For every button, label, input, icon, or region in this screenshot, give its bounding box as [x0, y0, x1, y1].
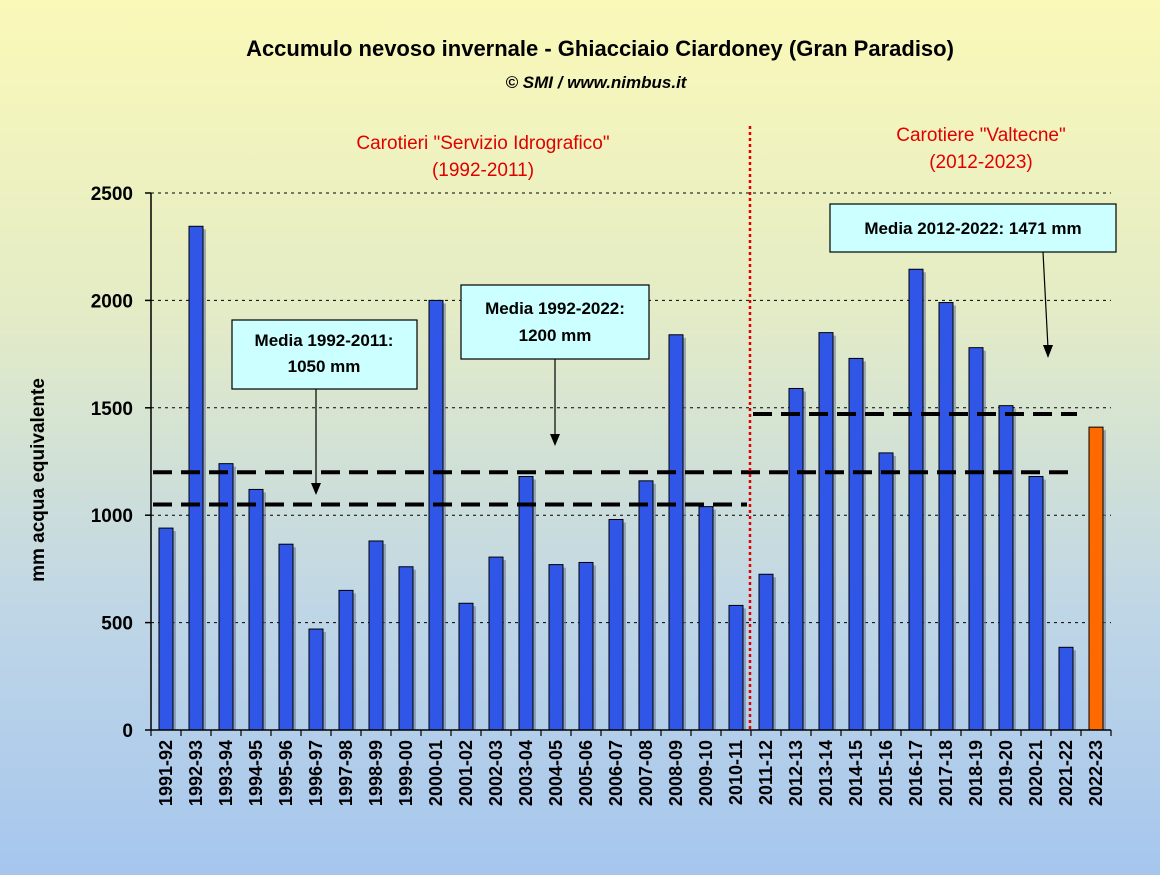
arrowhead-icon — [550, 434, 560, 446]
bar-2020-21 — [1028, 476, 1044, 731]
x-tick-label: 2006-07 — [606, 740, 626, 806]
bar-2010-11 — [728, 604, 744, 731]
annotation-arrow — [1042, 251, 1049, 349]
y-tick-label: 1000 — [91, 506, 133, 527]
axes — [145, 192, 1112, 736]
bar-2009-10 — [698, 506, 714, 731]
bar-1995-96 — [278, 543, 294, 731]
x-tick-label: 1997-98 — [336, 740, 356, 806]
x-tick-label: 2021-22 — [1056, 740, 1076, 806]
bar-2002-03 — [488, 556, 504, 731]
x-tick-label: 2005-06 — [576, 740, 596, 806]
annotation-mean-2012-2022: Media 2012-2022: 1471 mm — [829, 203, 1117, 358]
annotation-mean-1992-2011: Media 1992-2011: 1050 mm — [231, 319, 418, 495]
bar-2006-07 — [608, 518, 624, 731]
x-tick-label: 1992-93 — [186, 740, 206, 806]
y-tick-label: 1500 — [91, 399, 133, 420]
bar-2007-08 — [638, 480, 654, 731]
x-tick-label: 1995-96 — [276, 740, 296, 806]
bar-2012-13 — [788, 387, 804, 731]
x-tick-label: 1999-00 — [396, 740, 416, 806]
x-tick-label: 1996-97 — [306, 740, 326, 806]
mean-lines — [153, 412, 1077, 507]
bar-2016-17 — [908, 268, 924, 731]
period-label-idrografico: Carotieri "Servizio Idrografico" — [356, 133, 609, 154]
x-tick-label: 2015-16 — [876, 740, 896, 806]
x-tick-label: 2000-01 — [426, 740, 446, 806]
x-tick-label: 2011-12 — [756, 740, 776, 805]
annotation-box — [460, 284, 650, 360]
bar-2003-04 — [518, 476, 534, 731]
annotation-value: 1050 mm — [288, 357, 361, 376]
arrowhead-icon — [1043, 345, 1053, 358]
x-tick-label: 2013-14 — [816, 740, 836, 806]
bar-2005-06 — [578, 561, 594, 731]
x-tick-label: 1998-99 — [366, 740, 386, 806]
bar-1999-00 — [398, 566, 414, 731]
annotation-text: Media 1992-2022: — [485, 299, 625, 318]
bar-2015-16 — [878, 452, 894, 731]
y-tick-label: 0 — [122, 721, 133, 742]
x-tick-label: 2012-13 — [786, 740, 806, 806]
bar-1996-97 — [308, 628, 324, 731]
y-tick-label: 2500 — [91, 184, 133, 205]
x-tick-label: 2016-17 — [906, 740, 926, 806]
bar-2008-09 — [668, 334, 684, 731]
bar-1991-92 — [158, 527, 174, 731]
bar-1994-95 — [248, 488, 264, 731]
bar-2018-19 — [968, 347, 984, 731]
bar-2017-18 — [938, 302, 954, 731]
x-tick-label: 2003-04 — [516, 740, 536, 806]
x-tick-label: 2018-19 — [966, 740, 986, 806]
annotation-text: Media 2012-2022: 1471 mm — [864, 219, 1081, 238]
chart-subtitle: © SMI / www.nimbus.it — [506, 73, 688, 92]
x-tick-label: 1993-94 — [216, 740, 236, 806]
bar-1992-93 — [188, 225, 204, 731]
x-tick-label: 2017-18 — [936, 740, 956, 806]
period-label-valtecne-years: (2012-2023) — [929, 152, 1033, 173]
bar-2021-22 — [1058, 646, 1074, 731]
chart-title: Accumulo nevoso invernale - Ghiacciaio C… — [246, 36, 954, 61]
bar-2004-05 — [548, 564, 564, 731]
x-tick-label: 2014-15 — [846, 740, 866, 806]
x-tick-label: 2022-23 — [1086, 740, 1106, 806]
y-tick-labels: 0 500 1000 1500 2000 2500 — [91, 184, 133, 742]
period-label-idrografico-years: (1992-2011) — [432, 160, 534, 181]
annotation-value: 1200 mm — [519, 326, 592, 345]
annotation-text: Media 1992-2011: — [255, 331, 394, 350]
bar-2019-20 — [998, 405, 1014, 731]
bar-2000-01 — [428, 299, 444, 731]
x-tick-labels: 1991-92 1992-93 1993-94 1994-95 1995-96 1996-… — [156, 740, 1106, 806]
y-axis-label: mm acqua equivalente — [28, 378, 49, 582]
bar-1997-98 — [338, 589, 354, 731]
bars — [158, 225, 1106, 731]
arrowhead-icon — [311, 483, 321, 495]
bar-2001-02 — [458, 602, 474, 731]
x-tick-label: 2019-20 — [996, 740, 1016, 806]
x-tick-label: 2008-09 — [666, 740, 686, 806]
x-tick-label: 2001-02 — [456, 740, 476, 806]
x-tick-label: 2020-21 — [1026, 740, 1046, 806]
y-tick-label: 500 — [101, 614, 133, 635]
annotation-box — [829, 203, 1117, 253]
x-tick-label: 2009-10 — [696, 740, 716, 806]
x-tick-label: 2010-11 — [726, 740, 746, 805]
x-tick-label: 2002-03 — [486, 740, 506, 806]
bar-1998-99 — [368, 540, 384, 731]
x-tick-label: 1994-95 — [246, 740, 266, 806]
x-tick-label: 2007-08 — [636, 740, 656, 806]
bar-2011-12 — [758, 573, 774, 731]
y-tick-label: 2000 — [91, 291, 133, 312]
annotation-mean-1992-2022: Media 1992-2022: 1200 mm — [460, 284, 650, 446]
annotation-box — [231, 319, 418, 390]
period-label-valtecne: Carotiere "Valtecne" — [896, 125, 1065, 146]
bar-2022-23 — [1088, 426, 1104, 731]
bar-2013-14 — [818, 332, 834, 731]
x-tick-label: 1991-92 — [156, 740, 176, 806]
x-tick-label: 2004-05 — [546, 740, 566, 806]
